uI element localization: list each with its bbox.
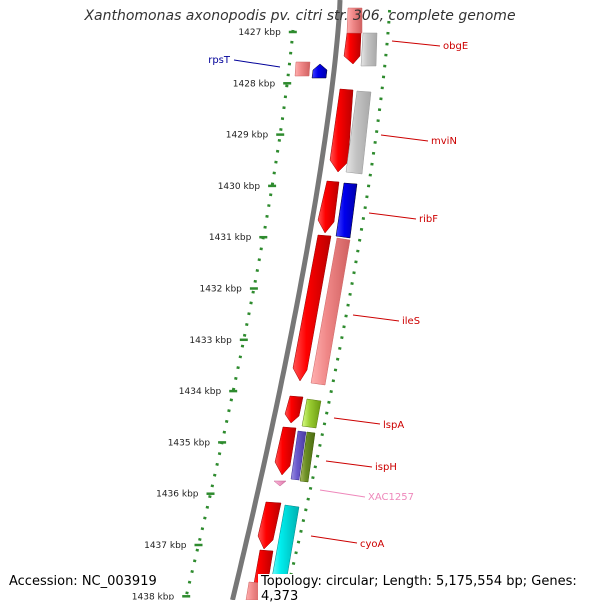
gene-label-obge[interactable]: obgE bbox=[443, 41, 468, 52]
ruler-tick-label: 1437 kbp bbox=[144, 541, 187, 551]
ruler-tick-label: 1428 kbp bbox=[233, 79, 276, 89]
gene-arrow-ribf[interactable] bbox=[335, 182, 358, 239]
gene-label-rpst[interactable]: rpsT bbox=[208, 55, 231, 66]
ruler-tick-label: 1436 kbp bbox=[156, 490, 199, 500]
ruler-tick-label: 1438 kbp bbox=[132, 592, 175, 600]
gene-label-xac1257[interactable]: XAC1257 bbox=[368, 492, 414, 503]
gene-label-iles[interactable]: ileS bbox=[402, 316, 420, 327]
gene-arrow-lspa[interactable] bbox=[301, 398, 322, 429]
gene-arrow-obge[interactable] bbox=[343, 32, 362, 65]
gene-labels: obgE rpsT mviN ribF ileS lspA ispH XAC1257 cyoA bbox=[208, 40, 468, 550]
gene-features[interactable] bbox=[245, 7, 378, 601]
gene-arrow-ribf-red[interactable] bbox=[317, 180, 340, 234]
genome-summary-label: Topology: circular; Length: 5,175,554 bp… bbox=[258, 574, 600, 604]
gene-arrow-xac1257[interactable] bbox=[273, 480, 287, 487]
gene-label-leader bbox=[325, 460, 373, 468]
gene-label-leader bbox=[368, 212, 417, 220]
gene-label-leader bbox=[380, 134, 429, 142]
gene-label-leader bbox=[319, 489, 366, 498]
ruler-tick-label: 1435 kbp bbox=[168, 438, 211, 448]
gene-arrow-cyoa-red[interactable] bbox=[257, 501, 282, 550]
ruler-tick-label: 1427 kbp bbox=[238, 28, 281, 38]
gene-arrow-lspa-red[interactable] bbox=[284, 395, 304, 424]
genome-title: Xanthomonas axonopodis pv. citri str. 30… bbox=[84, 8, 516, 24]
gene-arrow-mvin-secondary[interactable] bbox=[345, 90, 372, 175]
gene-label-mvin[interactable]: mviN bbox=[431, 136, 457, 147]
accession-label: Accession: NC_003919 bbox=[6, 574, 160, 589]
ruler-tick-label: 1431 kbp bbox=[209, 233, 252, 243]
gene-label-leader bbox=[391, 40, 441, 47]
gene-arrow-isph-purple[interactable] bbox=[290, 430, 307, 481]
gene-arrow-isph-red[interactable] bbox=[274, 426, 297, 476]
gene-arrow-obge-top[interactable] bbox=[346, 7, 363, 34]
gene-arrow-isph[interactable] bbox=[299, 431, 316, 483]
gene-label-leader bbox=[310, 535, 358, 544]
gene-label-leader bbox=[352, 314, 400, 322]
gene-label-ribf[interactable]: ribF bbox=[419, 214, 438, 225]
gene-arrow-mvin[interactable] bbox=[329, 88, 354, 173]
ruler-tick-label: 1433 kbp bbox=[189, 336, 232, 346]
gene-arrow-obge-secondary[interactable] bbox=[360, 32, 378, 67]
outer-dotted-curve bbox=[283, 9, 392, 601]
genome-backbone bbox=[230, 0, 343, 601]
gene-label-isph[interactable]: ispH bbox=[375, 462, 397, 473]
ruler-tick-label: 1434 kbp bbox=[179, 387, 222, 397]
gene-arrow-iles-red[interactable] bbox=[292, 234, 332, 382]
ruler-tick-label: 1432 kbp bbox=[199, 285, 242, 295]
gene-arrow-rpst[interactable] bbox=[294, 61, 311, 77]
gene-arrow-rpst-blue[interactable] bbox=[311, 63, 328, 79]
gene-label-cyoa[interactable]: cyoA bbox=[360, 539, 385, 550]
gene-arrow-iles[interactable] bbox=[310, 237, 351, 386]
ruler-tick-label: 1429 kbp bbox=[226, 131, 269, 141]
gene-label-leader bbox=[333, 417, 381, 425]
gene-label-lspa[interactable]: lspA bbox=[383, 420, 404, 431]
gene-label-leader bbox=[233, 59, 281, 68]
ruler-tick-label: 1430 kbp bbox=[218, 182, 261, 192]
